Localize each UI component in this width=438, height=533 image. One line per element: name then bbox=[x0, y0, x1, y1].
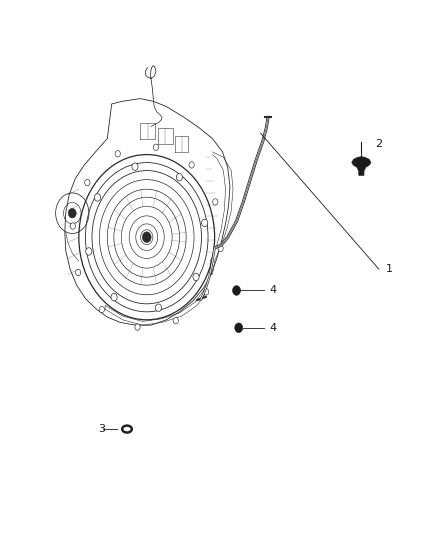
Circle shape bbox=[155, 304, 162, 311]
Circle shape bbox=[153, 144, 159, 150]
Circle shape bbox=[193, 273, 199, 281]
Circle shape bbox=[201, 219, 208, 227]
Circle shape bbox=[173, 318, 178, 324]
Circle shape bbox=[86, 248, 92, 255]
Text: 3: 3 bbox=[98, 424, 105, 434]
Polygon shape bbox=[352, 157, 371, 175]
Circle shape bbox=[70, 223, 75, 229]
Circle shape bbox=[235, 323, 243, 333]
Circle shape bbox=[99, 306, 104, 313]
Circle shape bbox=[233, 286, 240, 295]
Circle shape bbox=[189, 161, 194, 168]
Circle shape bbox=[204, 289, 209, 295]
Text: 4: 4 bbox=[269, 286, 276, 295]
Circle shape bbox=[115, 150, 120, 157]
Circle shape bbox=[68, 208, 76, 218]
Circle shape bbox=[177, 173, 183, 181]
Circle shape bbox=[85, 179, 90, 185]
Circle shape bbox=[142, 232, 151, 243]
Text: 1: 1 bbox=[385, 264, 392, 274]
Circle shape bbox=[135, 324, 140, 330]
Text: 4: 4 bbox=[269, 323, 276, 333]
Circle shape bbox=[132, 163, 138, 171]
Circle shape bbox=[111, 294, 117, 301]
Circle shape bbox=[75, 269, 81, 276]
Circle shape bbox=[213, 199, 218, 205]
Circle shape bbox=[94, 193, 100, 201]
Circle shape bbox=[218, 245, 223, 252]
Text: 2: 2 bbox=[375, 139, 382, 149]
